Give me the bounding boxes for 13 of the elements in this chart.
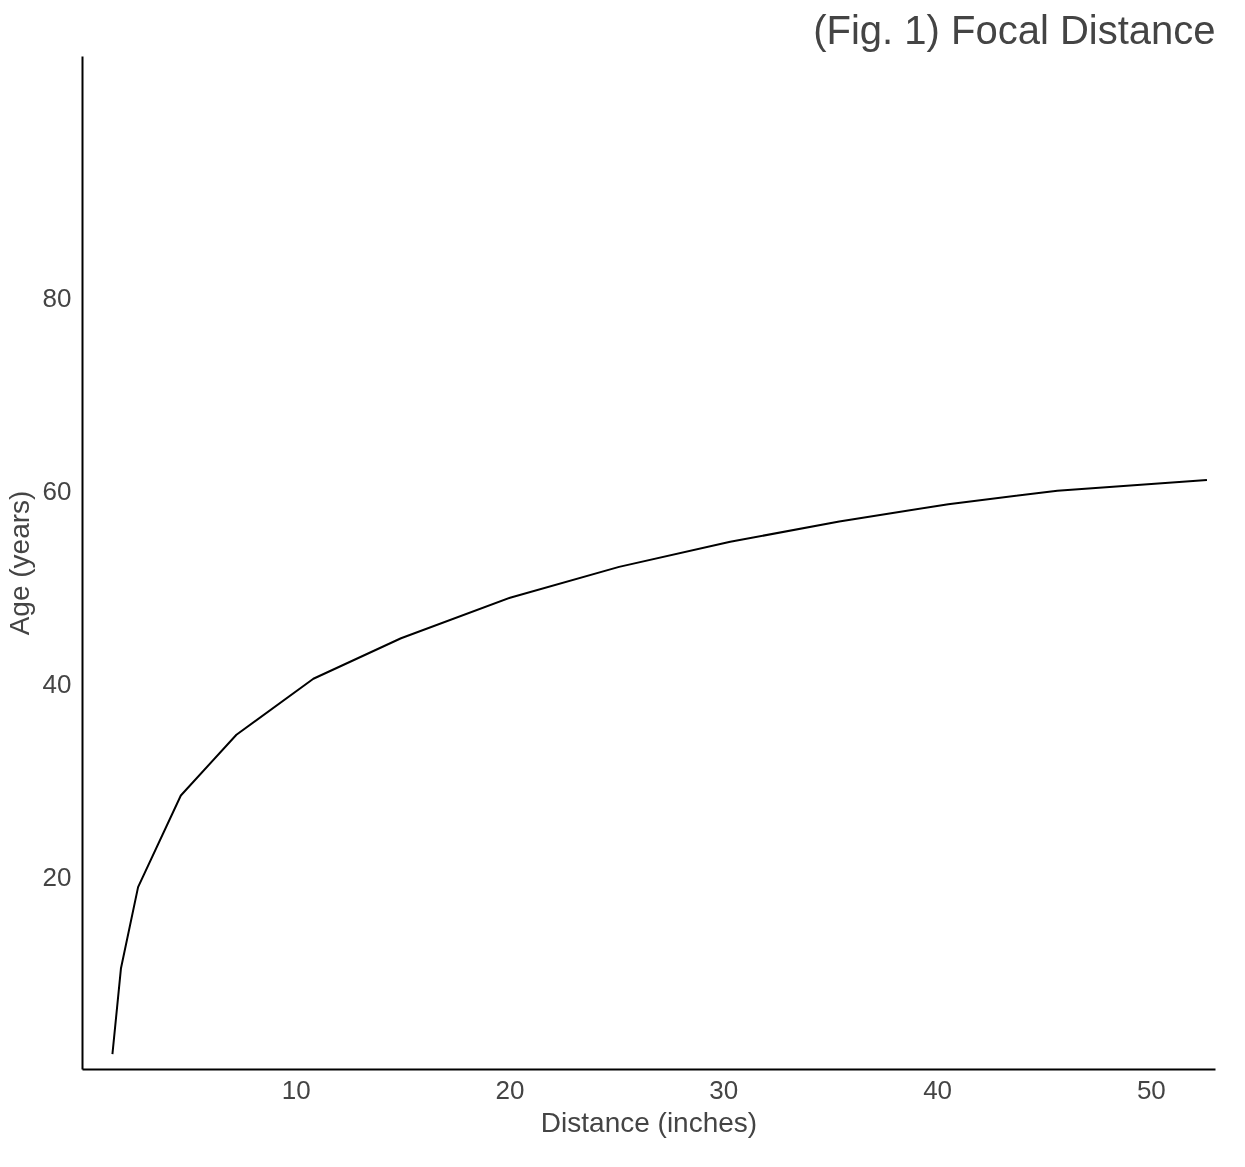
line-series: [111, 479, 1208, 1056]
y-axis-title: Age (years): [3, 490, 35, 636]
x-tick-label: 40: [923, 1074, 953, 1105]
x-tick-label: 20: [495, 1074, 525, 1105]
x-tick-label: 30: [709, 1074, 739, 1105]
y-tick-label: 60: [42, 475, 72, 506]
chart-title: (Fig. 1) Focal Distance: [813, 7, 1216, 52]
x-axis-title: Distance (inches): [540, 1106, 758, 1138]
y-tick-label: 40: [42, 668, 72, 699]
y-tick-label: 20: [42, 861, 72, 892]
x-tick-label: 10: [281, 1074, 311, 1105]
x-tick-label: 50: [1136, 1074, 1166, 1105]
y-tick-label: 80: [42, 282, 72, 313]
